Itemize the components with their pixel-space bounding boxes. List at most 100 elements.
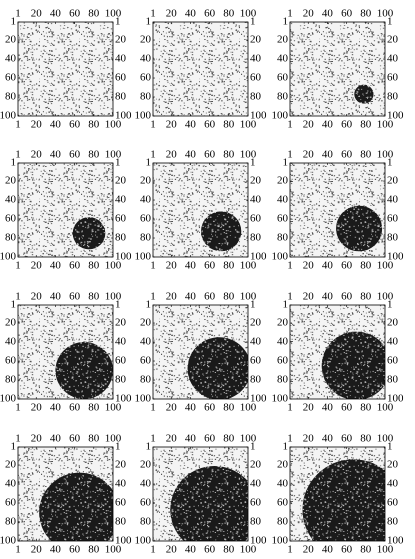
x-tick-label: 80	[360, 260, 372, 272]
y-tick-label: 100	[272, 393, 289, 405]
x-tick-label: 1	[15, 544, 21, 556]
y-tick-label: 20	[140, 175, 152, 187]
x-tick-label: 20	[31, 260, 43, 272]
x-tick-label: 40	[50, 402, 62, 414]
plot-frame	[289, 304, 386, 400]
y-tick-label: 60	[5, 355, 17, 367]
y-tick-label: 40	[5, 53, 17, 65]
x-tick-label: 60	[204, 8, 216, 20]
y-tick-label: 20	[115, 317, 127, 329]
x-tick-label: 40	[50, 119, 62, 131]
dark-region	[321, 331, 385, 399]
y-tick-label: 60	[250, 497, 262, 509]
x-tick-label: 100	[377, 8, 394, 20]
x-tick-label: 40	[50, 544, 62, 556]
x-tick-label: 40	[185, 8, 197, 20]
y-tick-label: 20	[115, 175, 127, 187]
y-tick-label: 40	[140, 194, 152, 206]
x-tick-label: 100	[377, 433, 394, 445]
plot-frame	[17, 21, 114, 117]
x-tick-label: 20	[303, 260, 315, 272]
y-tick-label: 100	[115, 393, 132, 405]
y-tick-label: 20	[250, 459, 262, 471]
y-tick-label: 1	[11, 157, 17, 169]
y-tick-label: 100	[250, 393, 267, 405]
y-tick-label: 40	[115, 478, 127, 490]
x-tick-label: 100	[377, 544, 394, 556]
y-tick-label: 40	[140, 478, 152, 490]
y-tick-label: 1	[250, 16, 256, 28]
y-tick-label: 40	[5, 194, 17, 206]
y-tick-label: 100	[387, 110, 404, 122]
noise-field	[153, 22, 248, 116]
y-tick-label: 100	[250, 535, 267, 547]
x-tick-label: 20	[31, 291, 43, 303]
x-tick-label: 40	[50, 149, 62, 161]
x-tick-label: 20	[303, 433, 315, 445]
x-tick-label: 1	[15, 291, 21, 303]
y-tick-label: 100	[387, 393, 404, 405]
x-tick-label: 20	[303, 402, 315, 414]
x-tick-label: 60	[69, 291, 81, 303]
y-tick-label: 80	[250, 232, 262, 244]
y-tick-label: 20	[140, 34, 152, 46]
x-tick-label: 80	[360, 119, 372, 131]
x-tick-label: 1	[150, 544, 156, 556]
y-tick-label: 40	[387, 194, 399, 206]
y-tick-label: 40	[115, 53, 127, 65]
y-tick-label: 100	[387, 251, 404, 263]
x-tick-label: 60	[204, 291, 216, 303]
x-tick-label: 80	[223, 544, 235, 556]
y-tick-label: 60	[277, 355, 289, 367]
x-tick-label: 60	[69, 402, 81, 414]
x-tick-label: 1	[287, 8, 293, 20]
x-tick-label: 40	[322, 433, 334, 445]
y-tick-label: 20	[140, 459, 152, 471]
dark-region	[336, 205, 383, 252]
y-tick-label: 20	[115, 459, 127, 471]
x-tick-label: 60	[204, 433, 216, 445]
y-tick-label: 20	[277, 317, 289, 329]
x-tick-label: 20	[303, 119, 315, 131]
x-tick-label: 20	[166, 544, 178, 556]
y-tick-label: 60	[387, 497, 399, 509]
x-tick-label: 60	[341, 260, 353, 272]
y-tick-label: 60	[140, 355, 152, 367]
plot-frame	[152, 446, 249, 542]
y-tick-label: 1	[387, 157, 393, 169]
y-tick-label: 40	[140, 336, 152, 348]
y-tick-label: 60	[387, 213, 399, 225]
x-tick-label: 100	[105, 402, 122, 414]
y-tick-label: 40	[277, 336, 289, 348]
x-tick-label: 20	[303, 544, 315, 556]
y-tick-label: 80	[115, 232, 127, 244]
x-tick-label: 1	[287, 149, 293, 161]
y-tick-label: 1	[115, 299, 121, 311]
y-tick-label: 1	[283, 16, 289, 28]
x-tick-label: 40	[185, 149, 197, 161]
x-tick-label: 60	[204, 544, 216, 556]
x-tick-label: 60	[69, 119, 81, 131]
x-tick-label: 40	[50, 433, 62, 445]
dark-region	[200, 211, 242, 252]
x-tick-label: 20	[303, 149, 315, 161]
x-tick-label: 40	[50, 291, 62, 303]
x-tick-label: 1	[15, 149, 21, 161]
y-tick-label: 20	[5, 175, 17, 187]
y-tick-label: 40	[277, 53, 289, 65]
y-tick-label: 1	[146, 16, 152, 28]
plot-frame	[17, 162, 114, 258]
x-tick-label: 80	[360, 149, 372, 161]
y-tick-label: 80	[5, 91, 17, 103]
y-tick-label: 80	[277, 232, 289, 244]
y-tick-label: 60	[387, 355, 399, 367]
y-tick-label: 20	[387, 459, 399, 471]
x-tick-label: 1	[150, 119, 156, 131]
x-tick-label: 20	[31, 149, 43, 161]
y-tick-label: 60	[140, 72, 152, 84]
y-tick-label: 100	[272, 251, 289, 263]
